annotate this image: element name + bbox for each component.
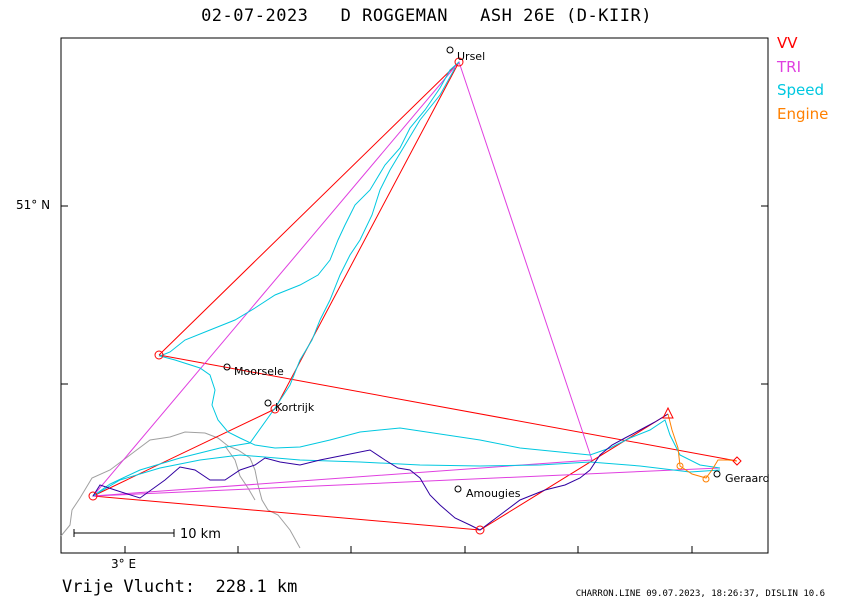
vv-line-2 (158, 354, 738, 462)
vv-line (158, 61, 460, 410)
legend-item-speed: Speed (777, 81, 825, 99)
place-label-kortrijk: Kortrijk (275, 401, 315, 414)
low-track (92, 413, 669, 531)
map-title: 02-07-2023 D ROGGEMAN ASH 26E (D-KIIR) (201, 6, 652, 26)
place-marker (264, 399, 272, 407)
engine-track (667, 413, 738, 479)
place-label-amougies: Amougies (466, 487, 521, 500)
scale-label: 10 km (180, 527, 221, 542)
place-label-geraard: Geraard (725, 472, 770, 485)
finish-marker (732, 456, 742, 466)
place-marker (446, 46, 454, 54)
latitude-label: 51° N (16, 198, 51, 212)
place-marker (713, 470, 721, 478)
place-marker (454, 485, 462, 493)
tri-base (92, 467, 721, 497)
legend-item-tri: TRI (777, 57, 802, 76)
speed-track-2 (92, 67, 456, 497)
speed-track (158, 61, 721, 469)
turnpoint-marker (454, 57, 464, 67)
place-label-ursel: Ursel (457, 50, 485, 63)
place-marker (223, 363, 231, 371)
turnpoint-triangle (662, 406, 674, 419)
turnpoint-marker (154, 350, 164, 360)
place-label-moorsele: Moorsele (234, 365, 284, 378)
legend-item-vv: VV (777, 34, 798, 52)
vv-line-4 (92, 413, 669, 531)
footer-text: CHARRON.LINE 09.07.2023, 18:26:37, DISLI… (575, 589, 825, 599)
engine-marker (676, 462, 684, 470)
axis-ticks (61, 205, 768, 553)
engine-marker (702, 475, 710, 483)
country-border (60, 431, 301, 549)
turnpoint-marker (88, 491, 98, 501)
turnpoint-marker (475, 525, 485, 535)
longitude-label: 3° E (111, 557, 137, 571)
legend: VV TRI Speed Engine (777, 32, 828, 126)
distance-text: Vrije Vlucht: 228.1 km (62, 577, 298, 597)
country-border-2 (224, 445, 256, 501)
vv-line-3 (92, 408, 276, 497)
tri-triangle (91, 60, 593, 497)
scale-bar (73, 529, 175, 537)
legend-item-engine: Engine (777, 104, 829, 123)
map-frame (60, 37, 769, 554)
turnpoint-marker (270, 404, 280, 414)
speed-track-3 (92, 454, 721, 497)
